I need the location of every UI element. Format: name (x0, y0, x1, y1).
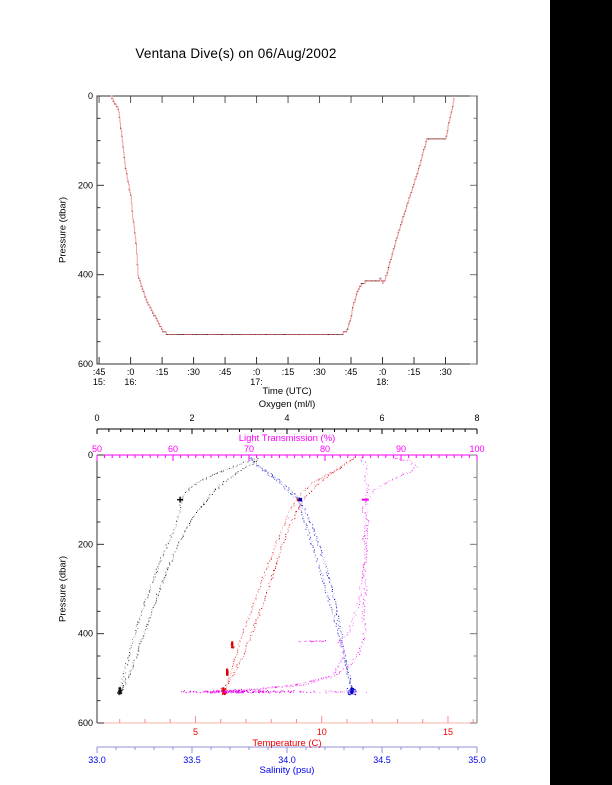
top-plot-ylabel: Pressure (dbar) (57, 197, 69, 263)
temperature-axis-title: Temperature (C) (252, 738, 322, 749)
temperature-tick-label: 5 (193, 727, 198, 737)
oxygen-tick-label: 2 (189, 413, 194, 423)
temperature-bottom-cluster-core (222, 687, 225, 695)
temperature-upcast-series (223, 459, 353, 694)
salinity-tick-label: 34.0 (278, 755, 296, 765)
light_transmission-tick-label: 60 (168, 444, 178, 454)
light_transmission-tick-label: 100 (469, 444, 484, 454)
dive-profile-series (110, 95, 455, 335)
time-minute-label: :0 (253, 367, 261, 377)
top-plot-frame (96, 95, 478, 365)
light_transmission-tick-label: 70 (244, 444, 254, 454)
time-minute-label: :15 (156, 367, 169, 377)
temperature-ascent-pause-1 (230, 641, 235, 649)
temperature-ascent-pause-1-core (231, 641, 234, 649)
pressure-tick-label: 0 (88, 91, 93, 101)
time-minute-label: :45 (345, 367, 358, 377)
light_transmission-tick-label: 90 (396, 444, 406, 454)
light_transmission-tick-label: 50 (92, 444, 102, 454)
salinity-bottom-cluster (346, 687, 357, 696)
pressure-tick-label: 0 (88, 450, 93, 460)
top-plot: 0200400600:4515::016::15:30:45:017::15:3… (78, 91, 478, 387)
oxygen-tick-label: 8 (474, 413, 479, 423)
time-hour-label: 17: (250, 377, 263, 387)
oxygen-100dbar-marker (177, 496, 184, 503)
time-minute-label: :15 (408, 367, 421, 377)
oxygen-bottom-cluster (117, 687, 124, 696)
right-black-band (550, 0, 612, 785)
salinity-downcast-series (249, 457, 352, 691)
light-bottom-sparse-band (313, 689, 367, 694)
bottom-plot-ylabel: Pressure (dbar) (57, 556, 69, 622)
temperature-ascent-pause-2-core (226, 668, 229, 676)
oxygen-axis-title: Oxygen (ml/l) (258, 399, 316, 410)
salinity-100dbar-marker (298, 497, 303, 502)
salinity-bottom-cluster-core (350, 687, 353, 695)
salinity-tick-label: 33.5 (183, 755, 201, 765)
time-minute-label: :15 (282, 367, 295, 377)
time-hour-label: 15: (93, 377, 106, 387)
time-minute-label: :45 (219, 367, 232, 377)
pressure-tick-label: 400 (78, 270, 93, 280)
oxygen-tick-label: 6 (379, 413, 384, 423)
dive-profile-line (110, 95, 455, 335)
time-minute-label: :0 (127, 367, 135, 377)
temperature-ascent-pause-2 (226, 668, 229, 676)
salinity-tick-label: 34.5 (373, 755, 391, 765)
temperature-100dbar-marker (296, 498, 299, 501)
pressure-tick-label: 600 (78, 359, 93, 369)
bottom-plot: 0 200 400 600 0 2 4 6 8 50 60 70 80 90 100 5 10 15 33.0 33.… (78, 413, 486, 765)
oxygen-upcast-series (119, 458, 255, 693)
light-bottom-sediment-band (181, 689, 312, 694)
light_transmission-tick-label: 80 (320, 444, 330, 454)
temperature-downcast-series (223, 457, 355, 690)
time-minute-label: :30 (187, 367, 200, 377)
time-minute-label: :30 (313, 367, 326, 377)
temperature-tick-label: 15 (443, 727, 453, 737)
light-axis-title: Light Transmission (%) (238, 433, 336, 444)
oxygen-bottom-cluster-core (118, 687, 121, 695)
pressure-tick-label: 400 (78, 629, 93, 639)
plot-title: Ventana Dive(s) on 06/Aug/2002 (135, 46, 337, 61)
time-minute-label: :45 (93, 367, 106, 377)
pressure-tick-label: 200 (78, 539, 93, 549)
oxygen-tick-label: 0 (94, 413, 99, 423)
light-transmission-upcast-series (187, 457, 419, 694)
light-100dbar-marker (361, 498, 369, 501)
time-hour-label: 18: (376, 377, 389, 387)
time-hour-label: 16: (124, 377, 137, 387)
salinity-tick-label: 35.0 (468, 755, 486, 765)
time-minute-label: :30 (439, 367, 452, 377)
salinity-upcast-series (252, 460, 354, 693)
temperature-tick-label: 10 (317, 727, 327, 737)
light-ascent-pause-band (298, 640, 327, 643)
salinity-tick-label: 33.0 (88, 755, 106, 765)
pressure-tick-label: 200 (78, 180, 93, 190)
time-axis-title: Time (UTC) (262, 386, 312, 397)
salinity-axis-title: Salinity (psu) (259, 765, 315, 776)
oxygen-downcast-series (120, 457, 259, 691)
pressure-tick-label: 600 (78, 718, 93, 728)
time-minute-label: :0 (379, 367, 387, 377)
oxygen-tick-label: 4 (284, 413, 289, 423)
